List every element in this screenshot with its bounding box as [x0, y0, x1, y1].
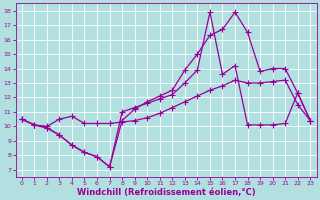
- X-axis label: Windchill (Refroidissement éolien,°C): Windchill (Refroidissement éolien,°C): [77, 188, 255, 197]
